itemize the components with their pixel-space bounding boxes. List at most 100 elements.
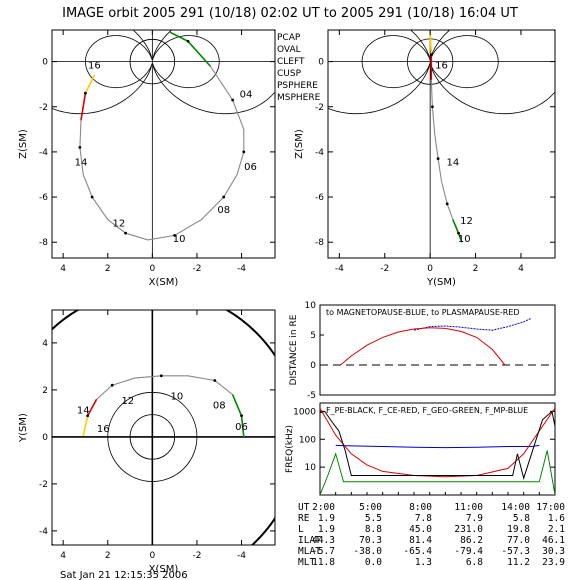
table-header-cell: 8:00: [409, 502, 432, 513]
plot-frame: [327, 29, 556, 259]
table-cell: 0.0: [365, 557, 382, 568]
dipole-field-line: [84, 35, 153, 89]
y-tick-label: 1000: [293, 407, 316, 417]
orbit-point: [86, 414, 90, 418]
orbit-point: [222, 195, 226, 199]
table-cell: 11.2: [507, 557, 530, 568]
table-cell: 23.9: [542, 557, 565, 568]
table-header-cell: 5:00: [359, 502, 382, 513]
table-cell: 86.2: [460, 535, 483, 546]
y-tick-label: 0: [318, 58, 324, 68]
table-cell: 81.4: [409, 535, 432, 546]
orbit-time-label: 14: [75, 157, 88, 168]
orbit-time-label: 10: [173, 234, 186, 245]
table-cell: -57.3: [501, 546, 530, 557]
x-tick-label: -4: [237, 551, 246, 561]
orbit-point: [240, 414, 243, 418]
ring-circle: [107, 391, 198, 482]
orbit-point: [110, 383, 114, 387]
orbit-point: [173, 234, 177, 237]
earth-circle: [129, 38, 176, 85]
y-tick-label: -4: [39, 148, 48, 158]
frequency-panel-title: F_PE-BLACK, F_CE-RED, F_GEO-GREEN, F_MP-…: [326, 406, 528, 415]
table-cell: ILAT: [298, 535, 321, 546]
table-header-cell: 2:00: [312, 502, 335, 513]
orbit-point: [213, 379, 217, 382]
dipole-field-line: [430, 30, 555, 115]
orbit-time-label: 06: [235, 422, 248, 433]
dipole-field-line: [328, 30, 430, 115]
orbit-time-label: 10: [458, 234, 471, 245]
y-tick-label: -2: [315, 103, 324, 113]
y-tick-label: -4: [315, 148, 324, 158]
orbit-time-label: 08: [213, 401, 226, 412]
orbit-time-label: 04: [240, 90, 253, 101]
figure-title: IMAGE orbit 2005 291 (10/18) 02:02 UT to…: [62, 6, 518, 21]
dipole-field-line: [152, 35, 220, 89]
frequency-series-line: [320, 450, 555, 495]
x-tick-label: -2: [192, 551, 201, 561]
orbit-time-label: 14: [77, 405, 90, 416]
x-axis-label: X(SM): [149, 564, 179, 575]
x-tick-label: 4: [60, 264, 66, 274]
orbit-time-label: 10: [171, 391, 184, 402]
table-cell: RE: [298, 513, 310, 524]
table-cell: L: [298, 524, 304, 535]
table-cell: 46.1: [542, 535, 565, 546]
table-cell: -79.4: [454, 546, 483, 557]
x-tick-label: 4: [518, 264, 524, 274]
table-cell: 231.0: [454, 524, 483, 535]
y-tick-label: 2: [42, 386, 48, 396]
y-tick-label: -2: [39, 103, 48, 113]
legend-entry-cusp: CUSP: [277, 69, 302, 79]
x-axis-label: Y(SM): [426, 277, 456, 288]
orbit-msphere-segment: [84, 74, 96, 94]
y-tick-label: -6: [39, 193, 48, 203]
table-cell: 5.8: [513, 513, 530, 524]
table-cell: 19.8: [507, 524, 530, 535]
y-tick-label: -8: [315, 238, 324, 248]
y-tick-label: 100: [299, 435, 316, 445]
frequency-panel: 1000 100 10 F_PE-BLACK, F_CE-RED, F_GEO-GRE…: [285, 402, 556, 496]
orbit-point: [159, 374, 163, 378]
table-cell: 70.3: [359, 535, 382, 546]
distance-series-line: [413, 317, 532, 331]
plot-frame: [51, 29, 276, 259]
table-cell: 11.8: [312, 557, 335, 568]
table-cell: -38.0: [353, 546, 382, 557]
table-header-cell: 14:00: [501, 502, 530, 513]
footer-timestamp: Sat Jan 21 12:15:35 2006: [60, 570, 188, 580]
x-tick-label: 2: [105, 551, 111, 561]
y-tick-label: 0: [42, 58, 48, 68]
orbit-time-label: 12: [113, 218, 126, 229]
x-tick-label: 0: [149, 264, 155, 274]
y-tick-label: 0: [42, 433, 48, 443]
orbit-point: [124, 231, 127, 235]
orbit-point: [242, 150, 246, 154]
y-tick-label: -5: [307, 391, 316, 401]
legend-entry-msphere: MSPHERE: [277, 93, 321, 103]
orbit-point: [431, 105, 434, 109]
x-tick-label: -2: [380, 264, 389, 274]
x-tick-label: -2: [192, 264, 201, 274]
orbit-time-label: 16: [435, 60, 448, 71]
table-cell: 2.1: [548, 524, 565, 535]
table-header-cell: 11:00: [454, 502, 483, 513]
dipole-field-line: [430, 35, 499, 89]
orbit-msphere-segment: [429, 32, 433, 55]
y-axis-label: DISTANCE in RE: [289, 314, 299, 385]
table-header-cell: UT: [298, 502, 310, 513]
y-tick-label: -2: [39, 480, 48, 490]
x-axis-label: X(SM): [149, 277, 179, 288]
legend-entry-psphere: PSPHERE: [277, 81, 318, 91]
y-axis-label: Z(SM): [18, 129, 29, 159]
orbit-point: [457, 231, 460, 235]
x-tick-label: 4: [60, 551, 66, 561]
orbit-oval-segment: [80, 93, 87, 121]
freq-series-group: [320, 407, 555, 495]
table-cell: -65.4: [403, 546, 432, 557]
ring-circle: [129, 414, 176, 460]
orbit-time-label: 16: [97, 424, 110, 435]
orbit-time-label: 06: [244, 162, 257, 173]
table-cell: 7.9: [466, 513, 483, 524]
